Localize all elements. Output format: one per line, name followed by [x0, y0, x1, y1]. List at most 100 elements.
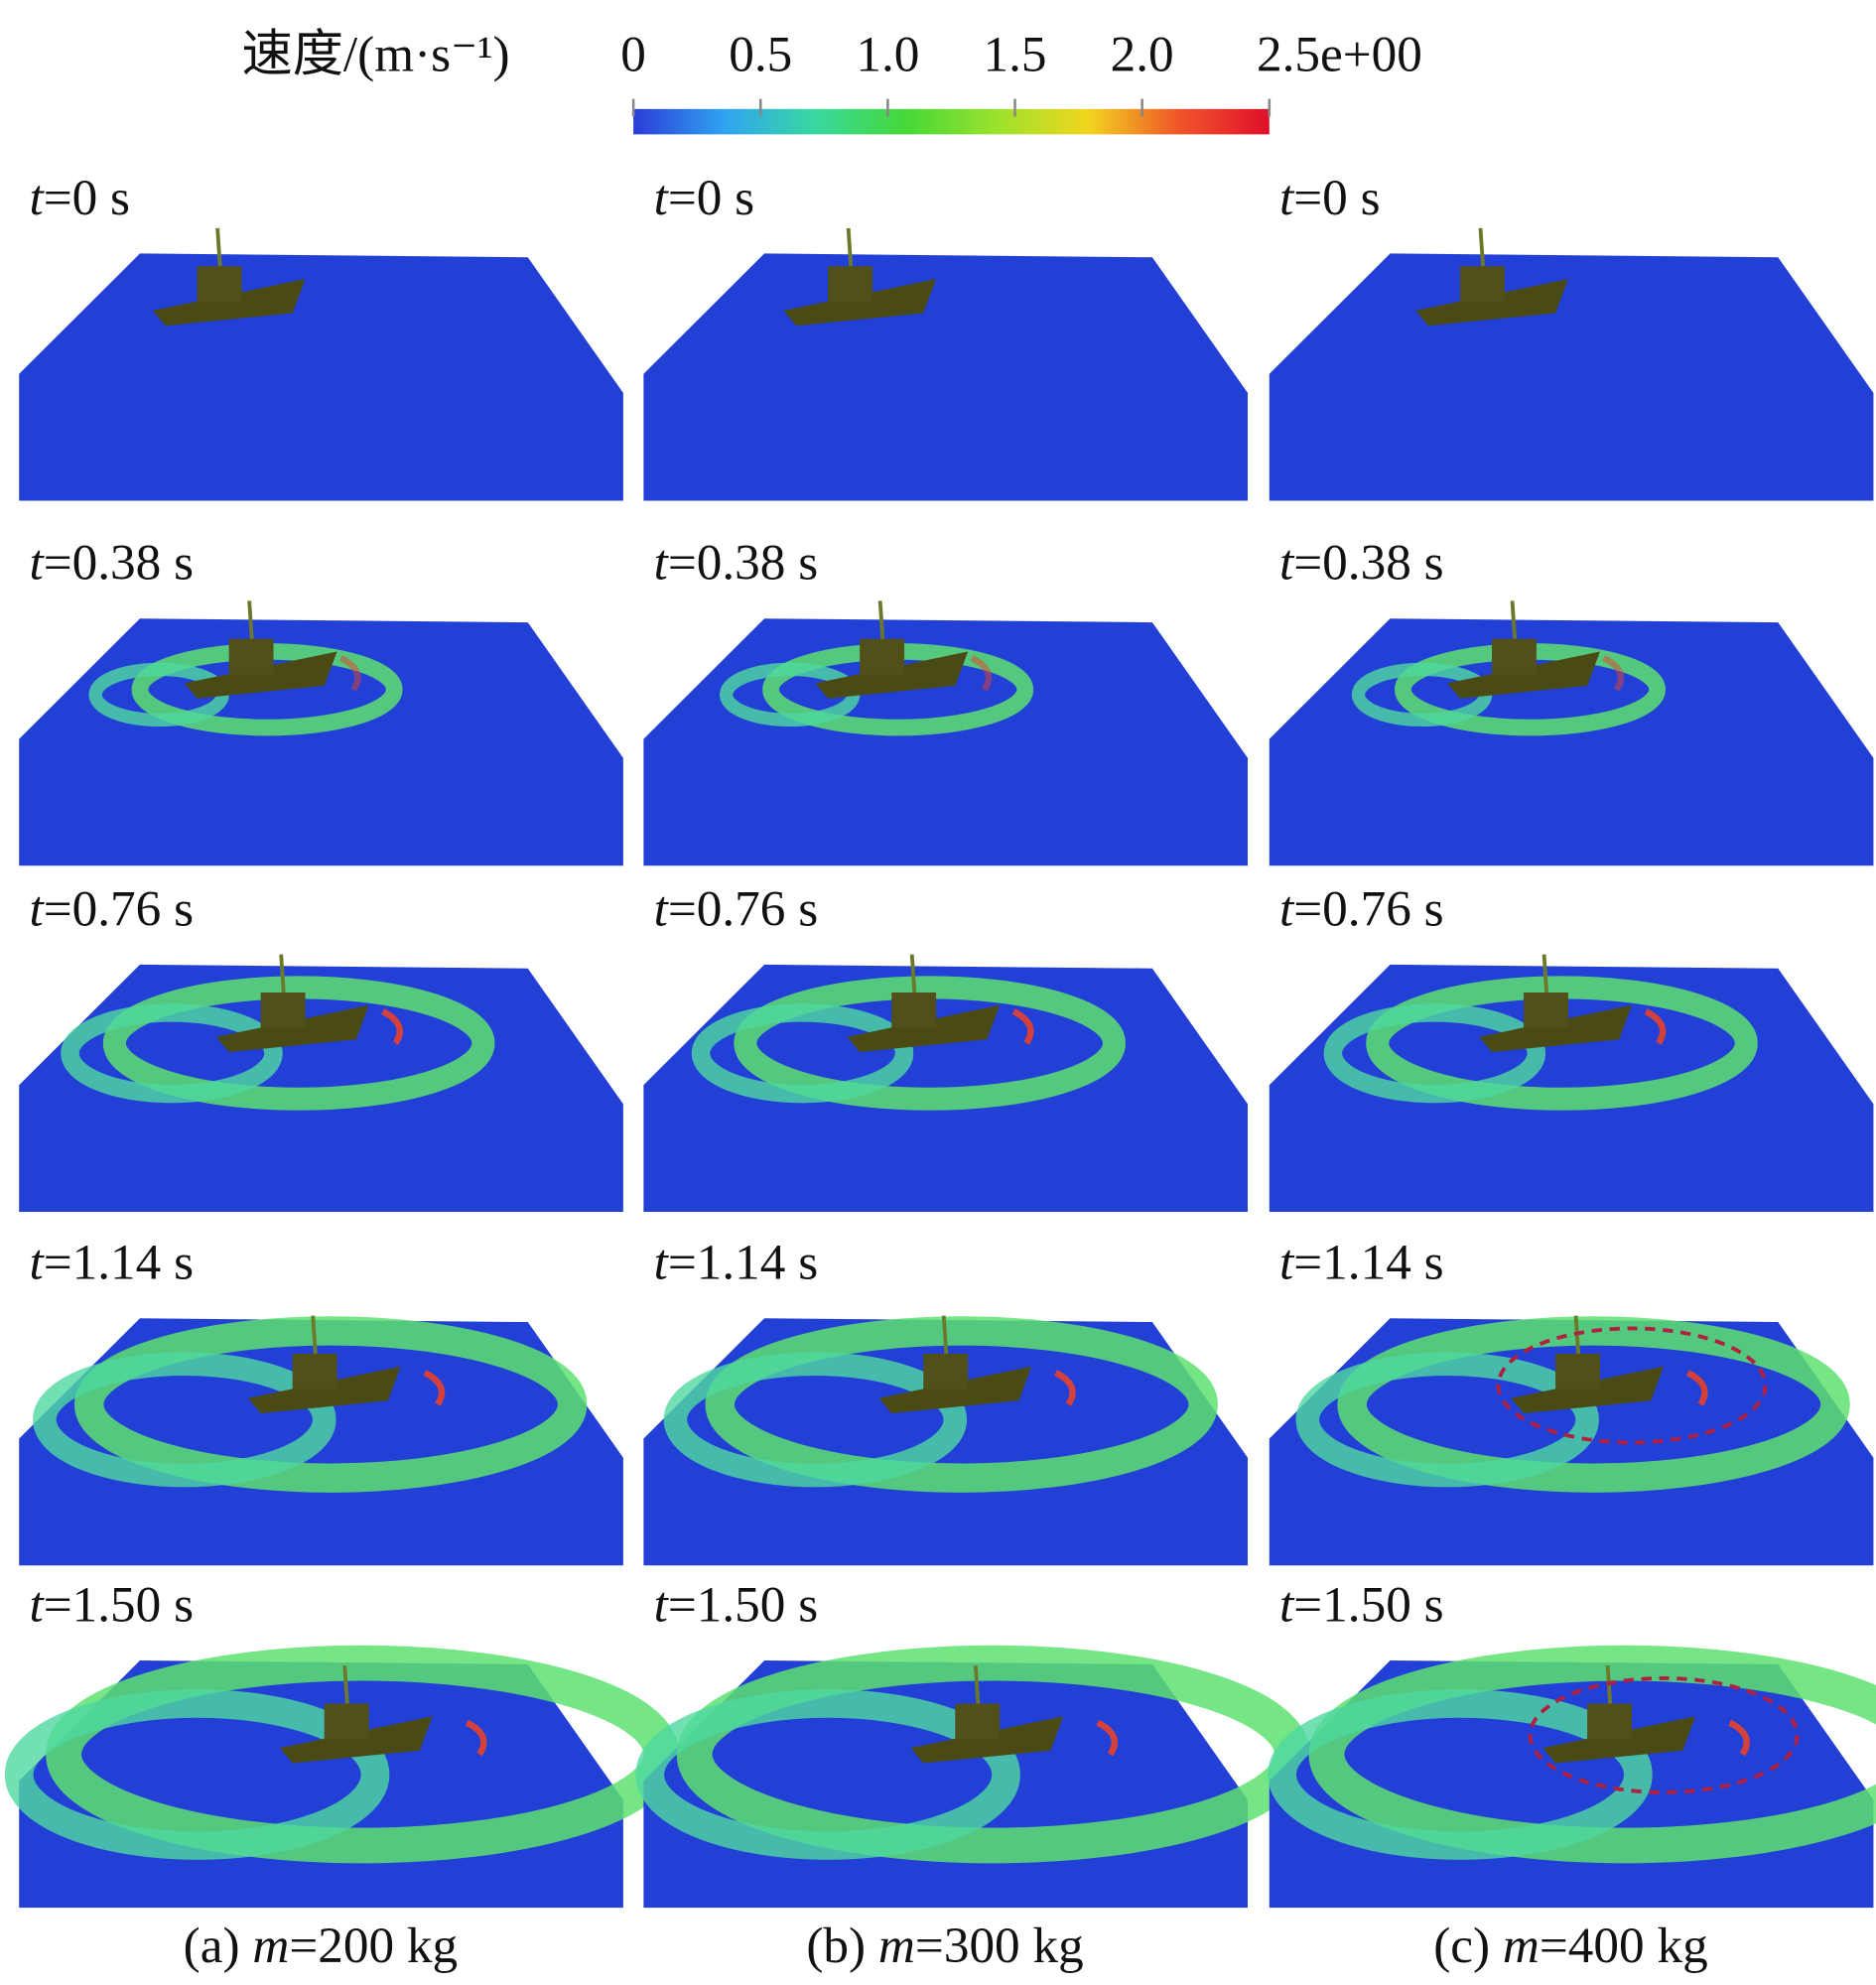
- wave-ring: [73, 1316, 588, 1493]
- ship-hull: [1542, 1716, 1696, 1764]
- column-label: (c) m=400 kg: [1433, 1918, 1708, 1974]
- simulation-panel: [1268, 1645, 1876, 1909]
- ship-mast: [215, 227, 222, 267]
- colorbar-tick-label: 1.0: [856, 27, 919, 83]
- ship-superstructure: [1524, 992, 1568, 1028]
- simulation-panel: [19, 227, 623, 501]
- time-label: t=1.50 s: [654, 1577, 819, 1634]
- colorbar-tick-label: 0.5: [729, 27, 792, 83]
- colorbar-tick-label: 0: [620, 27, 646, 83]
- ship-mast: [846, 227, 854, 267]
- water-surface: [1269, 618, 1874, 866]
- ship-hull: [215, 1004, 369, 1053]
- simulation-panel: [643, 600, 1249, 866]
- bow-wave: [1602, 654, 1625, 692]
- wave-wake: [663, 1352, 968, 1488]
- colorbar-tick-label: 2.5e+00: [1257, 27, 1422, 83]
- ship-hull: [783, 278, 937, 327]
- simulation-panel: [1269, 954, 1874, 1212]
- simulation-panel: [4, 1645, 680, 1909]
- water-surface: [1269, 253, 1874, 501]
- ship-superstructure: [891, 992, 937, 1028]
- ship-mast: [973, 1665, 981, 1704]
- bow-wave: [1011, 1008, 1034, 1045]
- ship-superstructure: [1459, 266, 1505, 302]
- wave-ring: [102, 976, 495, 1111]
- bow-wave: [465, 1719, 487, 1757]
- water-surface: [643, 253, 1249, 501]
- ship-hull: [1479, 1004, 1632, 1053]
- time-label: t=0.38 s: [29, 535, 194, 592]
- ship-superstructure: [1492, 638, 1537, 675]
- ship-hull: [910, 1716, 1064, 1764]
- ship-superstructure: [828, 266, 873, 302]
- time-label: t=0.76 s: [29, 880, 194, 937]
- wave-wake: [1323, 1003, 1546, 1104]
- wave-ring: [734, 976, 1126, 1111]
- bow-wave: [423, 1370, 446, 1406]
- ship-hull: [878, 1366, 1032, 1414]
- colorbar: [633, 108, 1270, 135]
- simulation-panel: [1269, 227, 1874, 501]
- simulation-panel: [643, 227, 1249, 501]
- simulation-panel: [643, 954, 1249, 1212]
- ship-mast: [342, 1665, 349, 1704]
- water-surface: [19, 253, 623, 501]
- bow-wave: [1728, 1719, 1750, 1757]
- column-label: (b) m=300 kg: [806, 1918, 1083, 1974]
- ship-superstructure: [260, 992, 306, 1028]
- ship-hull: [847, 1004, 1001, 1053]
- time-label: t=0 s: [1279, 170, 1381, 226]
- ship-mast: [1541, 954, 1549, 993]
- ship-hull: [815, 651, 969, 699]
- bow-wave: [381, 1008, 403, 1045]
- wave-ring: [1308, 1645, 1876, 1864]
- simulation-panel: [1269, 600, 1874, 866]
- highlight-ellipse: [1496, 1326, 1768, 1445]
- bow-wave: [338, 654, 361, 692]
- colorbar-tick-label: 1.5: [983, 27, 1046, 83]
- ship-hull: [1511, 1366, 1665, 1414]
- ship-mast: [941, 1315, 949, 1355]
- ship-mast: [247, 600, 254, 639]
- wave-ring: [1366, 976, 1758, 1111]
- ship-superstructure: [292, 1353, 337, 1390]
- time-label: t=0.76 s: [654, 880, 819, 937]
- time-label: t=1.14 s: [654, 1235, 819, 1291]
- ship-superstructure: [228, 638, 274, 675]
- colorbar-title: 速度/(m·s⁻¹): [241, 27, 509, 83]
- water-surface: [643, 618, 1249, 866]
- ship-superstructure: [860, 638, 905, 675]
- simulation-panel: [643, 1315, 1249, 1566]
- bow-wave: [1644, 1008, 1667, 1045]
- column-label: (a) m=200 kg: [184, 1918, 459, 1974]
- time-label: t=0 s: [654, 170, 755, 226]
- ship-hull: [152, 278, 306, 327]
- ship-mast: [311, 1315, 318, 1355]
- wave-wake: [635, 1689, 1020, 1860]
- time-label: t=1.50 s: [29, 1577, 194, 1634]
- time-label: t=0.76 s: [1279, 880, 1444, 937]
- time-label: t=1.14 s: [1279, 1235, 1444, 1291]
- bow-wave: [1096, 1719, 1119, 1757]
- simulation-panel: [1269, 1315, 1874, 1566]
- ship-superstructure: [324, 1703, 369, 1740]
- bow-wave: [970, 654, 993, 692]
- ship-mast: [1510, 600, 1518, 639]
- simulation-panel: [19, 1315, 623, 1566]
- ship-mast: [279, 954, 286, 993]
- ship-superstructure: [1587, 1703, 1632, 1740]
- simulation-panel: [19, 600, 623, 866]
- ship-superstructure: [955, 1703, 1001, 1740]
- simulation-panel: [19, 954, 623, 1212]
- ship-mast: [877, 600, 885, 639]
- time-label: t=0.38 s: [654, 535, 819, 592]
- wave-wake: [4, 1689, 390, 1860]
- ship-mast: [909, 954, 917, 993]
- ship-superstructure: [923, 1353, 969, 1390]
- time-label: t=1.14 s: [29, 1235, 194, 1291]
- water-surface: [19, 618, 623, 866]
- ship-superstructure: [1555, 1353, 1600, 1390]
- ship-hull: [279, 1716, 433, 1764]
